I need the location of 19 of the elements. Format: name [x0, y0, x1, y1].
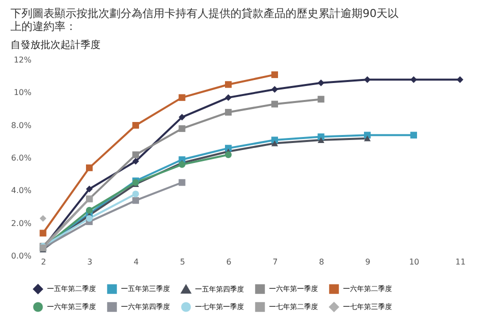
x-tick-label: 6 — [226, 258, 232, 266]
x-tick-label: 2 — [40, 258, 46, 266]
x-tick-label: 11 — [455, 258, 466, 266]
y-tick-label: 0.0% — [11, 252, 32, 260]
chart-title: 下列圖表顯示按批次劃分為信用卡持有人提供的貸款產品的歷史累計逾期90天以上的違約率： — [10, 7, 399, 33]
y-tick-label: 10% — [14, 88, 32, 98]
x-tick-label: 10 — [409, 258, 420, 266]
x-tick-label: 7 — [272, 258, 278, 266]
y-tick-label: 12% — [14, 56, 32, 64]
y-tick-label: 6.0% — [11, 154, 32, 162]
x-tick-label: 4 — [134, 258, 139, 266]
x-tick-label: 5 — [180, 258, 186, 266]
y-tick-label: 8.0% — [11, 120, 32, 130]
x-tick-label: 9 — [365, 258, 370, 266]
x-tick-label: 3 — [87, 258, 92, 266]
y-tick-label: 2.0% — [11, 218, 32, 228]
x-tick-label: 8 — [318, 258, 324, 266]
y-tick-label: 4.0% — [11, 186, 32, 196]
chart-subtitle: 自發放批次起計季度 — [10, 39, 101, 51]
